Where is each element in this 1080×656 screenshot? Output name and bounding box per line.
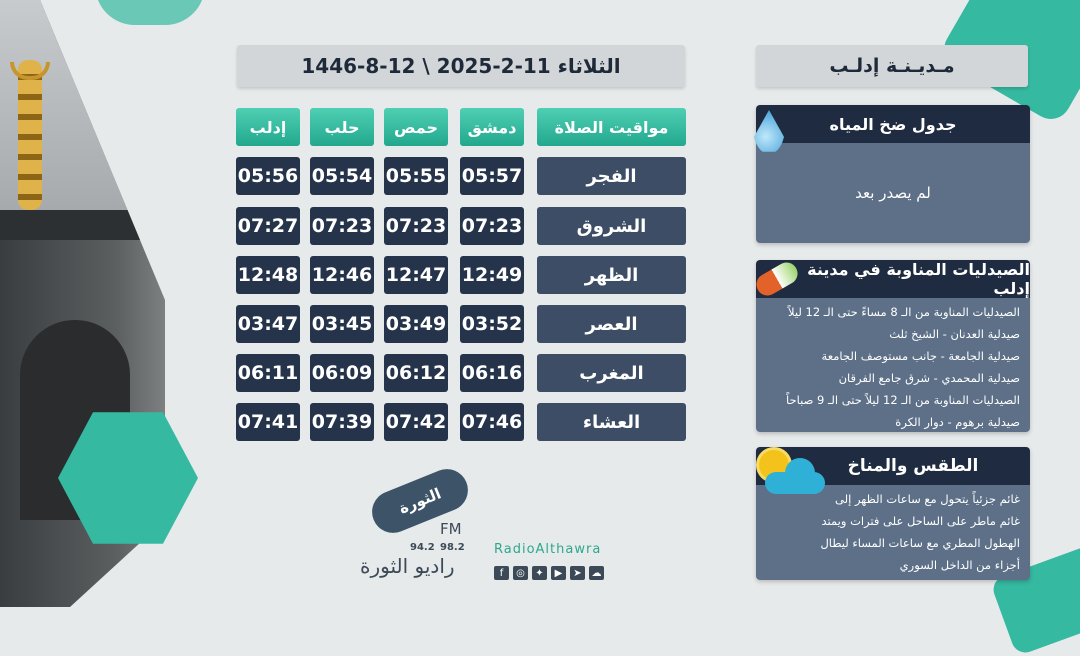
time-damascus: 03:52: [460, 305, 524, 343]
time-aleppo: 03:45: [310, 305, 374, 343]
time-aleppo: 07:39: [310, 403, 374, 441]
fm-label: FM: [440, 520, 462, 538]
time-homs: 03:49: [384, 305, 448, 343]
pharmacies-line: الصيدليات المناوبة من الـ 8 مساءً حتى ال…: [788, 305, 1020, 319]
time-idlib: 05:56: [236, 157, 300, 195]
time-homs: 05:55: [384, 157, 448, 195]
pharmacies-line: صيدلية العدنان - الشيخ ثلث: [889, 327, 1020, 341]
time-idlib: 06:11: [236, 354, 300, 392]
header-idlib: إدلب: [236, 108, 300, 146]
water-status: لم يصدر بعد: [756, 143, 1030, 243]
prayer-name: الظهر: [537, 256, 686, 294]
time-homs: 07:42: [384, 403, 448, 441]
time-aleppo: 12:46: [310, 256, 374, 294]
time-homs: 12:47: [384, 256, 448, 294]
youtube-icon[interactable]: ▶: [551, 566, 566, 580]
time-damascus: 06:16: [460, 354, 524, 392]
time-aleppo: 06:09: [310, 354, 374, 392]
prayer-name: المغرب: [537, 354, 686, 392]
telegram-icon[interactable]: ➤: [570, 566, 585, 580]
time-aleppo: 05:54: [310, 157, 374, 195]
soundcloud-icon[interactable]: ☁: [589, 566, 604, 580]
pharmacies-line: صيدلية برهوم - دوار الكرة: [895, 415, 1020, 429]
pharmacies-line: صيدلية المحمدي - شرق جامع الفرقان: [838, 371, 1020, 385]
weather-line: الهطول المطري مع ساعات المساء ليطال: [820, 536, 1020, 550]
decor-shape: [95, 0, 205, 25]
prayer-name: الفجر: [537, 157, 686, 195]
header-aleppo: حلب: [310, 108, 374, 146]
prayer-name: العشاء: [537, 403, 686, 441]
radio-logo: الثورة FM 94.2 98.2 راديو الثورة: [360, 462, 475, 580]
weather-line: غائم ماطر على الساحل على فترات ويمتد: [821, 514, 1021, 528]
instagram-icon[interactable]: ◎: [513, 566, 528, 580]
pharmacies-line: صيدلية الجامعة - جانب مستوصف الجامعة: [821, 349, 1020, 363]
time-homs: 06:12: [384, 354, 448, 392]
time-aleppo: 07:23: [310, 207, 374, 245]
radio-name: راديو الثورة: [360, 554, 455, 578]
weather-panel: الطقس والمناخ غائم جزئياً يتحول مع ساعات…: [756, 447, 1030, 580]
pharmacies-line: الصيدليات المناوبة من الـ 12 ليلاً حتى ا…: [785, 393, 1020, 407]
city-bar: مـديـنـة إدلـب: [756, 45, 1028, 87]
social-icons: f ◎ ✦ ▶ ➤ ☁: [494, 566, 604, 580]
time-idlib: 12:48: [236, 256, 300, 294]
date-bar: الثلاثاء 11-2-2025 \ 12-8-1446: [237, 45, 685, 87]
time-damascus: 07:23: [460, 207, 524, 245]
weather-line: أجزاء من الداخل السوري: [899, 558, 1020, 572]
weather-line: غائم جزئياً يتحول مع ساعات الظهر إلى: [835, 492, 1020, 506]
header-homs: حمص: [384, 108, 448, 146]
pharmacies-panel: الصيدليات المناوبة في مدينة إدلب الصيدلي…: [756, 260, 1030, 432]
social-handle[interactable]: RadioAlthawra: [494, 542, 602, 557]
header-prayer-times: مواقيت الصلاة: [537, 108, 686, 146]
freq-2: 98.2: [440, 542, 465, 553]
time-homs: 07:23: [384, 207, 448, 245]
prayer-name: الشروق: [537, 207, 686, 245]
prayer-name: العصر: [537, 305, 686, 343]
time-idlib: 07:27: [236, 207, 300, 245]
twitter-icon[interactable]: ✦: [532, 566, 547, 580]
time-damascus: 05:57: [460, 157, 524, 195]
sun-cloud-icon: [757, 450, 827, 498]
time-damascus: 12:49: [460, 256, 524, 294]
time-idlib: 03:47: [236, 305, 300, 343]
water-title: جدول ضخ المياه: [756, 105, 1030, 143]
pharmacies-title: الصيدليات المناوبة في مدينة إدلب: [756, 260, 1030, 298]
minaret-finial: [18, 60, 42, 210]
header-damascus: دمشق: [460, 108, 524, 146]
time-idlib: 07:41: [236, 403, 300, 441]
time-damascus: 07:46: [460, 403, 524, 441]
facebook-icon[interactable]: f: [494, 566, 509, 580]
water-panel: جدول ضخ المياه لم يصدر بعد: [756, 105, 1030, 243]
freq-1: 94.2: [410, 542, 435, 553]
